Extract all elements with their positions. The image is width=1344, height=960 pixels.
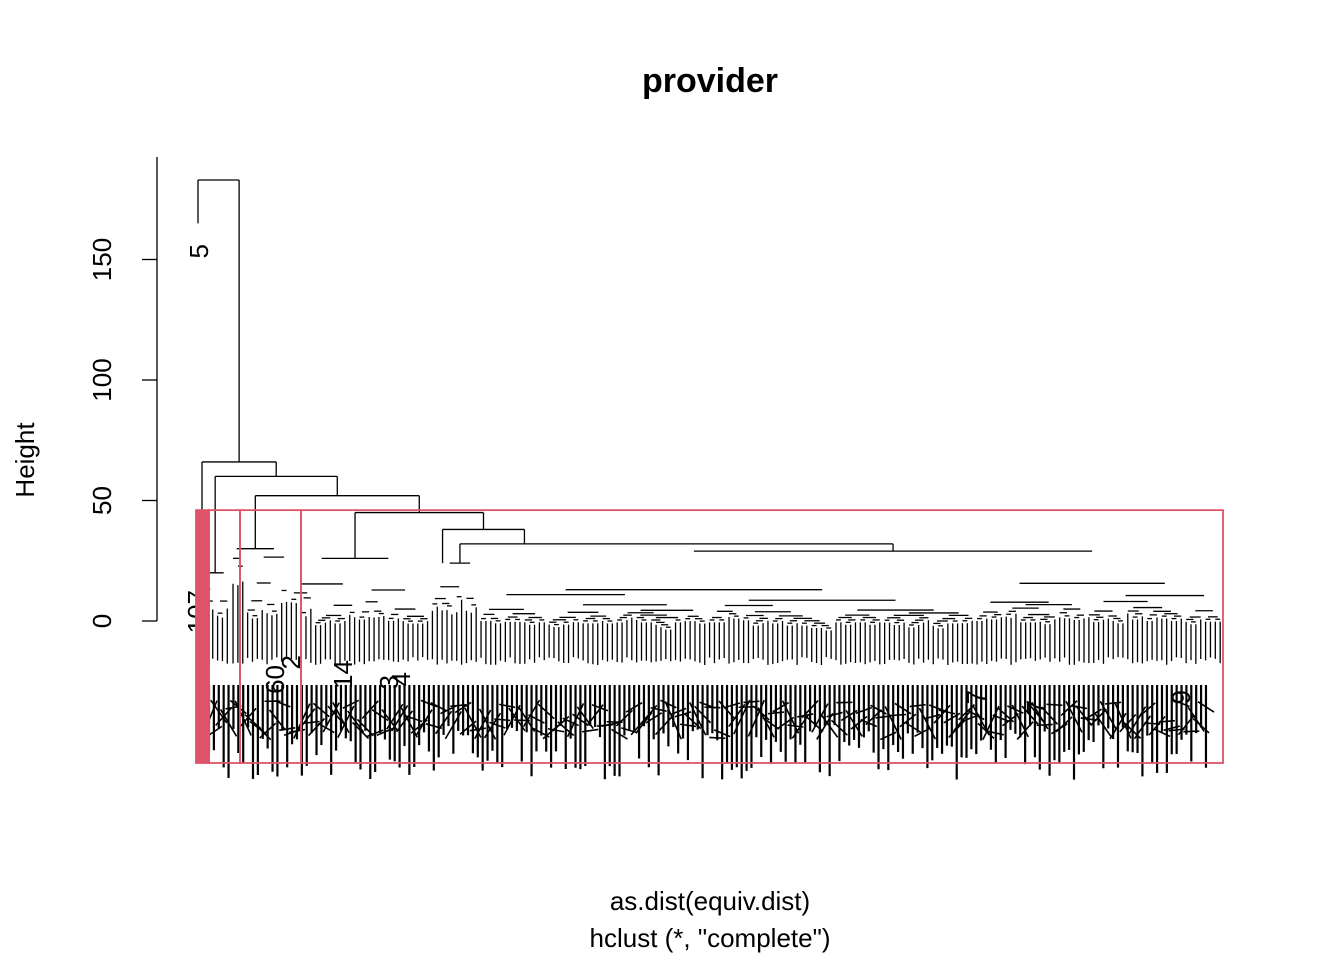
- leaf-label-2: 60: [260, 665, 290, 694]
- leaf-label-cross-78: [582, 728, 599, 733]
- leaf-label-cross-204: [1197, 701, 1215, 713]
- cluster-box-4: [300, 509, 1224, 764]
- leaf-label-5: 5: [184, 244, 214, 258]
- x-axis-label: as.dist(equiv.dist): [610, 886, 810, 916]
- leaf-label-cross-127: [821, 714, 839, 738]
- y-tick-label-3: 150: [87, 238, 117, 281]
- leaf-label-1: 14: [328, 660, 358, 689]
- y-axis-label: Height: [10, 422, 40, 498]
- dendrogram-tree: 5: [184, 179, 1221, 665]
- y-tick-label-0: 0: [87, 614, 117, 628]
- leaf-label-cross-7: [234, 700, 252, 736]
- leaf-label-cross-4: [219, 708, 238, 737]
- cluster-box-1: [195, 509, 210, 764]
- chart-title: provider: [642, 62, 778, 100]
- leaf-label-cross-31: [351, 721, 370, 740]
- cluster-boxes: [195, 509, 1224, 764]
- leaf-label-7: 4: [386, 672, 416, 686]
- y-tick-label-1: 50: [87, 486, 117, 515]
- leaf-label-cross-71: [547, 727, 565, 733]
- leaf-label-3: 3: [374, 675, 404, 689]
- leaf-labels: 1071460377942: [182, 590, 1215, 780]
- leaf-label-cross-183: [1094, 713, 1112, 738]
- x-axis-sublabel: hclust (*, "complete"): [590, 923, 831, 953]
- y-tick-label-2: 100: [87, 358, 117, 401]
- leaf-label-8: 2: [276, 655, 306, 669]
- leaf-label-cross-84: [611, 728, 628, 740]
- y-axis: 0 50 100 150: [87, 157, 158, 628]
